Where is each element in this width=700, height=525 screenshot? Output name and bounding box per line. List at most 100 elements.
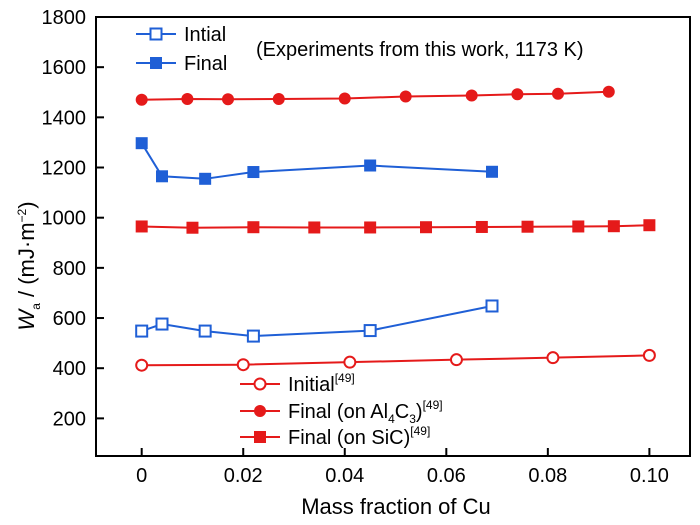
annotation: (Experiments from this work, 1173 K) [256,39,584,61]
data-point-final_sic [643,219,656,232]
data-point-initial49 [449,353,463,367]
series-intial [135,299,499,343]
x-tick-label: 0.02 [224,465,263,487]
legend-item-final_sic: Final (on SiC)[49] [240,424,430,449]
series-final_al4c3 [135,85,615,106]
data-point-intial [155,317,169,331]
data-point-initial49 [135,358,149,372]
data-point-final_al4c3 [602,85,615,98]
legend-label: Intial [184,24,226,46]
legend-marker [253,377,267,391]
legend-label: Final [184,53,227,75]
data-point-final_sic [521,220,534,233]
data-point-final_al4c3 [338,92,351,105]
data-point-final [247,166,260,179]
data-point-final_sic [475,220,488,233]
y-tick-label: 800 [53,258,86,280]
legend-marker [254,405,266,417]
legend-label-part: ) [416,401,423,423]
y-tick-label: 1600 [42,57,87,79]
y-axis-title-main: W [14,308,39,331]
legend-marker [149,27,163,41]
plot-frame [95,16,691,457]
y-tick-label: 400 [53,358,86,380]
legend-label-part: 3 [409,412,416,426]
series-line-final_al4c3 [141,90,609,101]
series-line-initial49 [141,354,650,367]
y-tick-label: 200 [53,408,86,430]
legend-label-part: Final [184,53,227,75]
data-point-initial49 [236,358,250,372]
series-initial49 [135,348,656,372]
data-point-final [364,159,377,172]
legend-marker [254,431,266,443]
legend-label-part: C [395,401,409,423]
data-point-final_al4c3 [465,89,478,102]
data-point-intial [198,324,212,338]
data-point-final_al4c3 [272,93,285,106]
data-point-final [486,165,498,178]
legend-label-part: [49] [410,424,430,438]
y-tick-label: 600 [53,308,86,330]
x-tick-label: 0.08 [528,465,567,487]
data-point-intial [363,324,377,338]
y-axis-title-sub: a [29,303,43,310]
x-axis-title: Mass fraction of Cu [301,494,491,519]
data-point-final_al4c3 [181,93,194,106]
x-tick-label: 0 [136,465,147,487]
legend-label-part: [49] [423,398,443,412]
legend-label: Final (on Al4C3)[49] [288,398,443,426]
y-tick-label: 1400 [42,107,87,129]
data-point-final [135,137,148,150]
data-point-final_sic [572,220,585,233]
data-point-intial [135,324,149,338]
legend-label-part: Final (on SiC) [288,427,410,449]
legend-item-final: Final [136,53,227,75]
legend-item-intial: Intial [136,24,226,46]
data-point-final_al4c3 [222,93,234,106]
data-point-final_al4c3 [399,90,412,103]
data-point-final [156,170,168,183]
legend-label-part: Final (on Al [288,401,388,423]
legend-item-initial49: Initial[49] [240,371,355,396]
series-line-final [140,142,493,180]
legend-item-final_al4c3: Final (on Al4C3)[49] [240,398,443,426]
y-tick-label: 1000 [42,208,87,230]
data-point-initial49 [546,351,560,365]
series-final [135,137,498,185]
legend-label-part: Intial [184,24,226,46]
data-point-final_al4c3 [511,88,524,101]
legend-label: Final (on SiC)[49] [288,424,430,449]
y-axis-title-rest: / (mJ·m [14,222,39,303]
series-line-intial [141,305,493,338]
legend-label: Initial[49] [288,371,355,396]
data-point-intial [246,329,260,343]
x-tick-label: 0.06 [427,465,466,487]
data-point-final_al4c3 [135,93,148,106]
y-axis-title-sup: −2 [15,208,29,222]
series-final_sic [135,219,656,234]
data-point-final [199,172,212,185]
data-point-final_sic [420,221,432,234]
legend-label-part: 4 [388,412,395,426]
y-axis-title: Wa / (mJ·m−2) [14,201,43,330]
legend-label-part: Initial [288,374,335,396]
x-tick-label: 0.04 [325,465,364,487]
data-point-final_sic [135,220,148,233]
data-point-final_sic [186,221,199,234]
y-axis-title-end: ) [14,201,39,208]
y-tick-label: 1800 [42,7,87,29]
data-point-final_sic [247,221,260,234]
x-tick-label: 0.10 [630,465,669,487]
data-point-final_sic [607,220,620,233]
data-point-final_sic [364,221,377,234]
y-tick-label: 1200 [42,158,87,180]
data-point-initial49 [642,348,656,362]
data-point-intial [485,299,499,313]
data-point-final_sic [308,221,321,234]
data-point-final_al4c3 [552,87,564,100]
legend-marker [150,57,162,69]
data-point-initial49 [343,355,357,369]
legend-label-part: [49] [335,371,355,385]
